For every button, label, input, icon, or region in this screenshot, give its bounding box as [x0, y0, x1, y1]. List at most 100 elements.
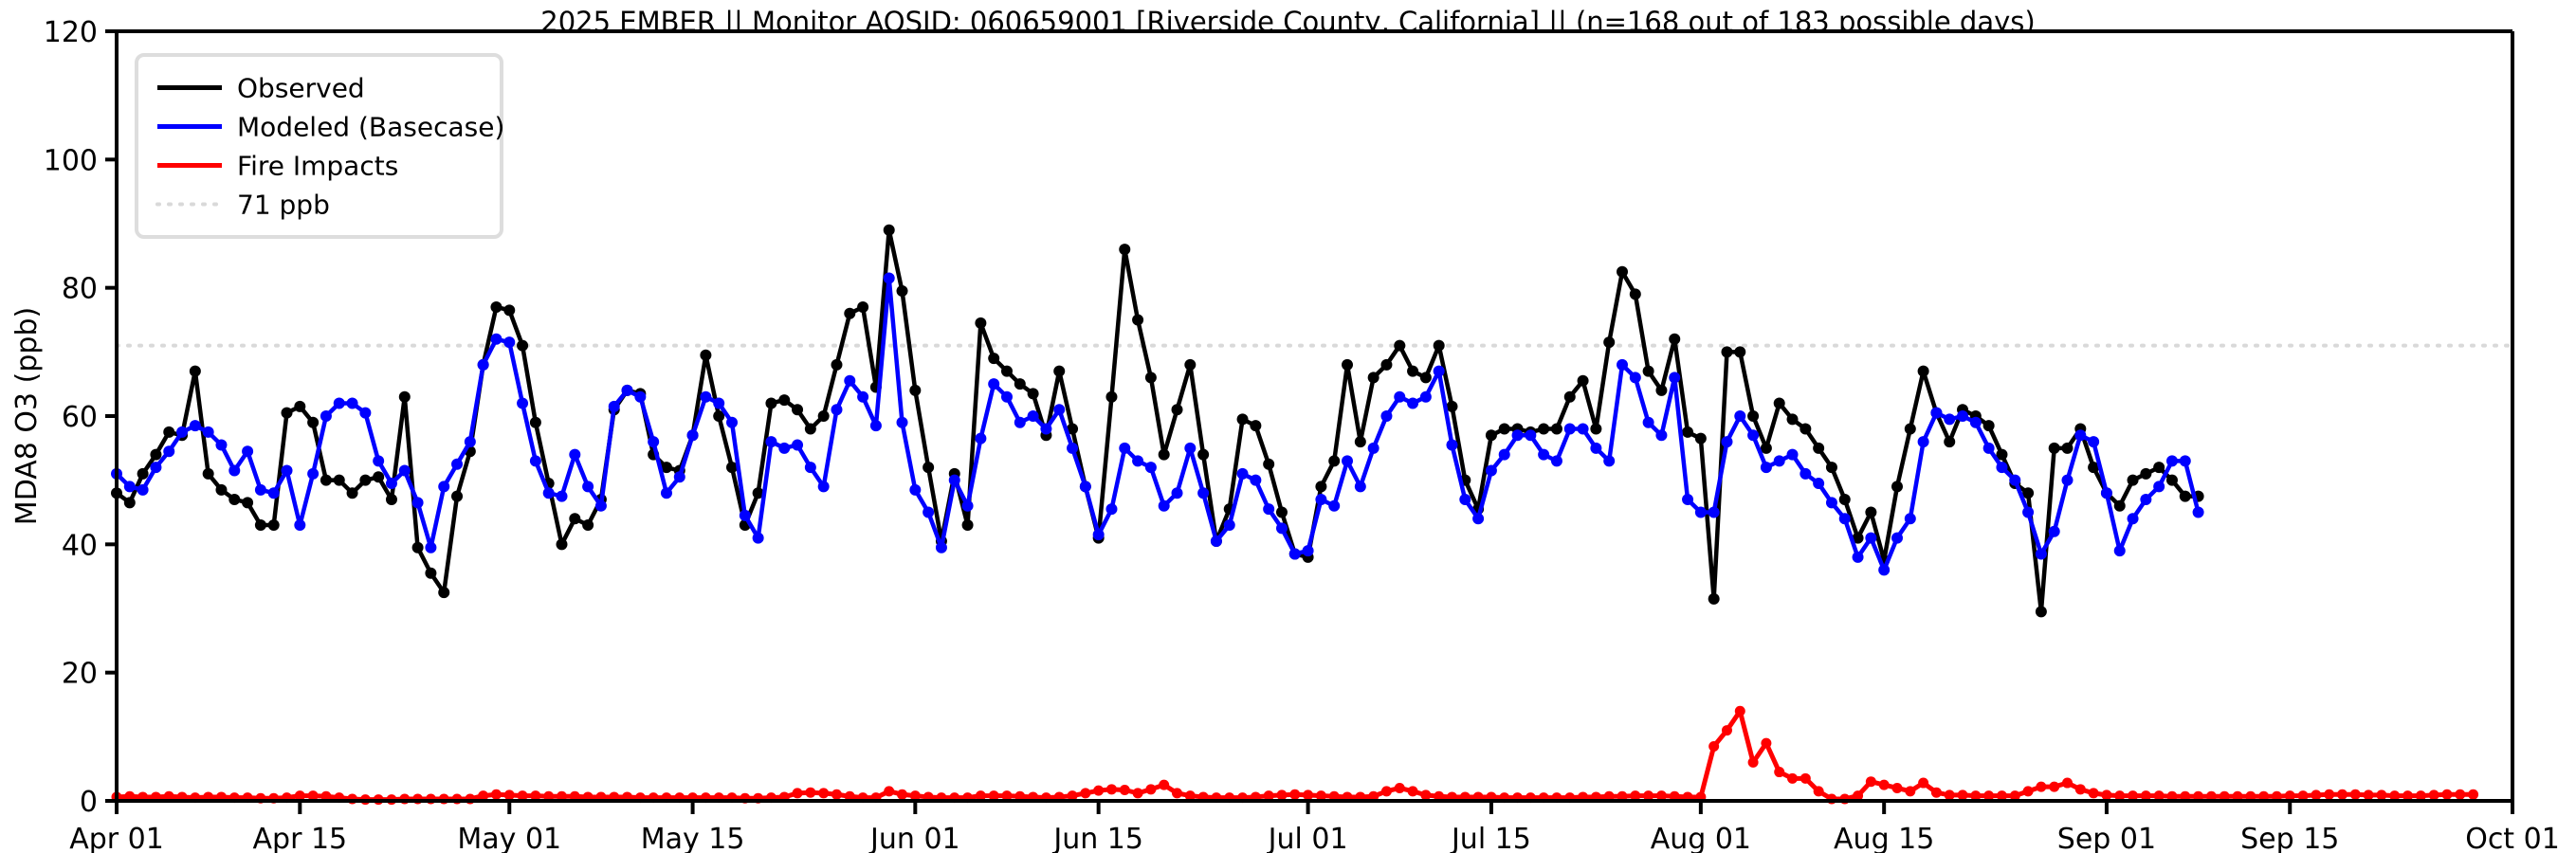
- y-tick-label: 60: [62, 401, 98, 434]
- data-point: [1904, 423, 1916, 435]
- data-point: [2153, 790, 2165, 802]
- data-point: [2428, 789, 2439, 801]
- data-point: [1930, 407, 1943, 419]
- data-point: [123, 481, 136, 493]
- data-point: [1865, 776, 1876, 788]
- data-point: [1747, 410, 1760, 422]
- data-point: [1223, 519, 1235, 532]
- data-point: [1275, 506, 1288, 518]
- data-point: [1944, 436, 1956, 448]
- data-point: [1563, 390, 1576, 403]
- data-point: [1158, 448, 1170, 461]
- x-tick-label: Apr 15: [253, 823, 348, 853]
- data-point: [2127, 474, 2139, 486]
- data-point: [1119, 244, 1131, 256]
- data-point: [608, 400, 620, 412]
- data-point: [1825, 462, 1837, 474]
- data-point: [1105, 784, 1117, 795]
- data-point: [844, 374, 856, 387]
- data-point: [503, 789, 515, 801]
- data-point: [897, 789, 908, 800]
- data-point: [1813, 478, 1825, 490]
- data-point: [1983, 790, 1995, 802]
- data-point: [1982, 442, 1995, 454]
- data-point: [2376, 789, 2387, 801]
- y-tick-label: 100: [44, 144, 98, 177]
- data-point: [1669, 372, 1681, 384]
- data-point: [228, 493, 241, 505]
- data-point: [1550, 423, 1562, 435]
- data-point: [909, 790, 921, 802]
- data-point: [2441, 789, 2453, 800]
- data-point: [1303, 789, 1314, 801]
- data-point: [818, 788, 830, 799]
- data-point: [1747, 429, 1760, 442]
- data-point: [1171, 487, 1183, 499]
- data-point: [517, 790, 528, 802]
- data-point: [1708, 506, 1720, 518]
- data-point: [307, 467, 320, 480]
- data-point: [2049, 781, 2060, 792]
- data-point: [1197, 487, 1210, 499]
- data-point: [2048, 442, 2060, 454]
- data-point: [333, 397, 345, 409]
- data-point: [1014, 416, 1026, 428]
- data-point: [438, 587, 450, 599]
- data-point: [1380, 358, 1393, 371]
- data-point: [1067, 442, 1079, 454]
- legend: Observed Modeled (Basecase) Fire Impacts 71…: [135, 53, 504, 239]
- data-point: [2100, 487, 2112, 499]
- x-tick-label: Jun 01: [868, 823, 960, 853]
- data-point: [1721, 346, 1733, 358]
- data-point: [1184, 358, 1197, 371]
- data-point: [2022, 487, 2035, 499]
- data-point: [1288, 548, 1301, 560]
- data-point: [1263, 503, 1275, 516]
- data-point: [1838, 513, 1851, 525]
- data-point: [1891, 532, 1903, 544]
- data-point: [1944, 413, 1956, 426]
- data-point: [1800, 467, 1812, 480]
- data-point: [2402, 790, 2414, 802]
- data-point: [2113, 499, 2126, 512]
- data-point: [2101, 789, 2112, 801]
- data-point: [2022, 786, 2034, 797]
- data-point: [1000, 390, 1013, 403]
- data-point: [1630, 790, 1641, 802]
- data-point: [1342, 358, 1354, 371]
- data-point: [817, 481, 830, 493]
- data-point: [150, 448, 162, 461]
- data-point: [1655, 429, 1668, 442]
- data-point: [1800, 423, 1812, 435]
- data-point: [1603, 336, 1616, 349]
- data-point: [163, 426, 175, 438]
- data-point: [804, 423, 816, 435]
- data-point: [988, 378, 1000, 390]
- data-point: [398, 390, 411, 403]
- data-point: [2088, 788, 2099, 799]
- data-point: [373, 471, 385, 483]
- data-point: [1629, 288, 1641, 300]
- data-point: [831, 789, 842, 800]
- data-point: [726, 416, 739, 428]
- data-point: [1878, 779, 1890, 790]
- data-point: [478, 790, 489, 802]
- data-point: [1105, 503, 1118, 516]
- data-point: [1014, 378, 1026, 390]
- legend-label: Fire Impacts: [237, 151, 398, 182]
- data-point: [438, 481, 450, 493]
- x-tick-label: Sep 01: [2057, 823, 2156, 853]
- data-point: [1315, 493, 1327, 505]
- data-point: [2140, 467, 2152, 480]
- data-point: [634, 390, 647, 403]
- data-point: [1000, 365, 1013, 377]
- data-point: [1996, 462, 2008, 474]
- data-point: [320, 410, 332, 422]
- data-point: [2062, 777, 2073, 789]
- data-point: [673, 471, 685, 483]
- data-point: [1917, 436, 1929, 448]
- data-point: [1865, 506, 1877, 518]
- data-point: [1538, 423, 1550, 435]
- data-point: [1629, 372, 1641, 384]
- data-point: [831, 404, 843, 416]
